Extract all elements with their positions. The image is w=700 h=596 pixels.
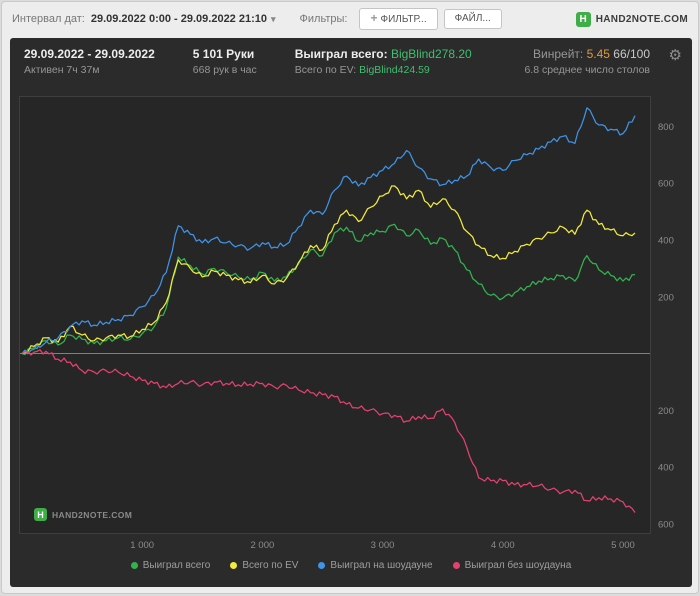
y-tick-label: 400 [658,463,674,474]
series-line [21,185,636,355]
won-total-label: Выиграл всего: [294,47,388,61]
won-total-value: BigBlind278.20 [390,47,472,61]
session-hands-count: 5 101 Руки [192,47,255,61]
hand2note-logo-icon: H [34,508,47,521]
filters-label: Фильтры: [299,13,348,25]
interval-value: 29.09.2022 0:00 - 29.09.2022 21:10 [90,13,267,25]
hand2note-watermark: H HAND2NOTE.COM [34,508,132,521]
file-button[interactable]: ФАЙЛ... [443,9,502,29]
session-dates-col: 29.09.2022 - 29.09.2022 Активен 7ч 37м [24,46,155,77]
avg-tables: 6.8 среднее число столов [524,64,650,76]
legend-label: Выиграл без шоудауна [464,560,572,571]
y-tick-label: 600 [658,179,674,190]
plot-area[interactable] [19,96,651,534]
x-tick-label: 1 000 [130,540,154,551]
winrate-value: 5.45 [586,47,610,61]
chart-legend: Выиграл всего Всего по EV Выиграл на шоуда… [10,560,692,571]
legend-dot-icon [452,562,460,569]
x-tick-label: 5 000 [611,540,635,551]
add-filter-button[interactable]: + ФИЛЬТР... [359,8,438,30]
series-line [21,223,636,356]
brand-logo: H HAND2NOTE.COM [575,11,688,27]
x-tick-label: 2 000 [250,540,274,551]
x-tick-label: 3 000 [371,540,395,551]
plus-icon: + [370,11,378,25]
session-winrate-col: Винрейт: 5.45 66/100 6.8 среднее число с… [524,46,650,77]
session-hands-per-hour: 668 рук в час [192,64,257,76]
add-filter-label: ФИЛЬТР... [380,14,427,25]
legend-dot-icon [130,562,138,569]
legend-label: Всего по EV [242,560,299,571]
series-line [21,107,636,355]
winrate-suffix: 66/100 [613,47,650,61]
ev-label: Всего по EV: [294,64,357,76]
toolbar: Интервал дат: 29.09.2022 0:00 - 29.09.20… [2,2,698,36]
interval-label: Интервал дат: [12,13,85,25]
gear-icon[interactable]: ⚙ [668,47,682,64]
session-date-range: 29.09.2022 - 29.09.2022 [24,47,155,61]
session-hands-col: 5 101 Руки 668 рук в час [193,46,257,77]
hand2note-logo-icon: H [575,11,591,27]
legend-label: Выиграл всего [142,560,211,571]
y-tick-label: 400 [658,235,674,246]
date-interval-dropdown[interactable]: 29.09.2022 0:00 - 29.09.2022 21:10 ▾ [91,13,276,25]
legend-item[interactable]: Выиграл на шоудауне [318,560,433,571]
winrate-label: Винрейт: [533,47,584,61]
legend-item[interactable]: Выиграл всего [130,560,211,571]
session-header: 29.09.2022 - 29.09.2022 Активен 7ч 37м 5… [10,38,692,77]
y-tick-label: 600 [658,519,674,530]
chevron-down-icon: ▾ [271,13,276,24]
series-line [21,349,636,513]
watermark-text: HAND2NOTE.COM [52,509,133,520]
legend-dot-icon [318,562,326,569]
winnings-graph[interactable]: 1 000 2 000 3 000 4 000 5 000 800 600 400 200 200… [19,96,683,554]
legend-item[interactable]: Выиграл без шоудауна [452,560,572,571]
session-winnings-col: Выиграл всего: BigBlind278.20 Всего по E… [295,46,472,77]
x-tick-label: 4 000 [491,540,515,551]
legend-item[interactable]: Всего по EV [230,560,298,571]
legend-label: Выиграл на шоудауне [330,560,433,571]
y-tick-label: 200 [658,406,674,417]
legend-dot-icon [230,562,238,569]
y-tick-label: 200 [658,292,674,303]
stats-panel: 29.09.2022 - 29.09.2022 Активен 7ч 37м 5… [10,38,692,587]
brand-text: HAND2NOTE.COM [595,13,688,25]
y-tick-label: 800 [658,122,674,133]
session-active-time: Активен 7ч 37м [24,64,100,76]
ev-value: BigBlind424.59 [359,64,430,76]
